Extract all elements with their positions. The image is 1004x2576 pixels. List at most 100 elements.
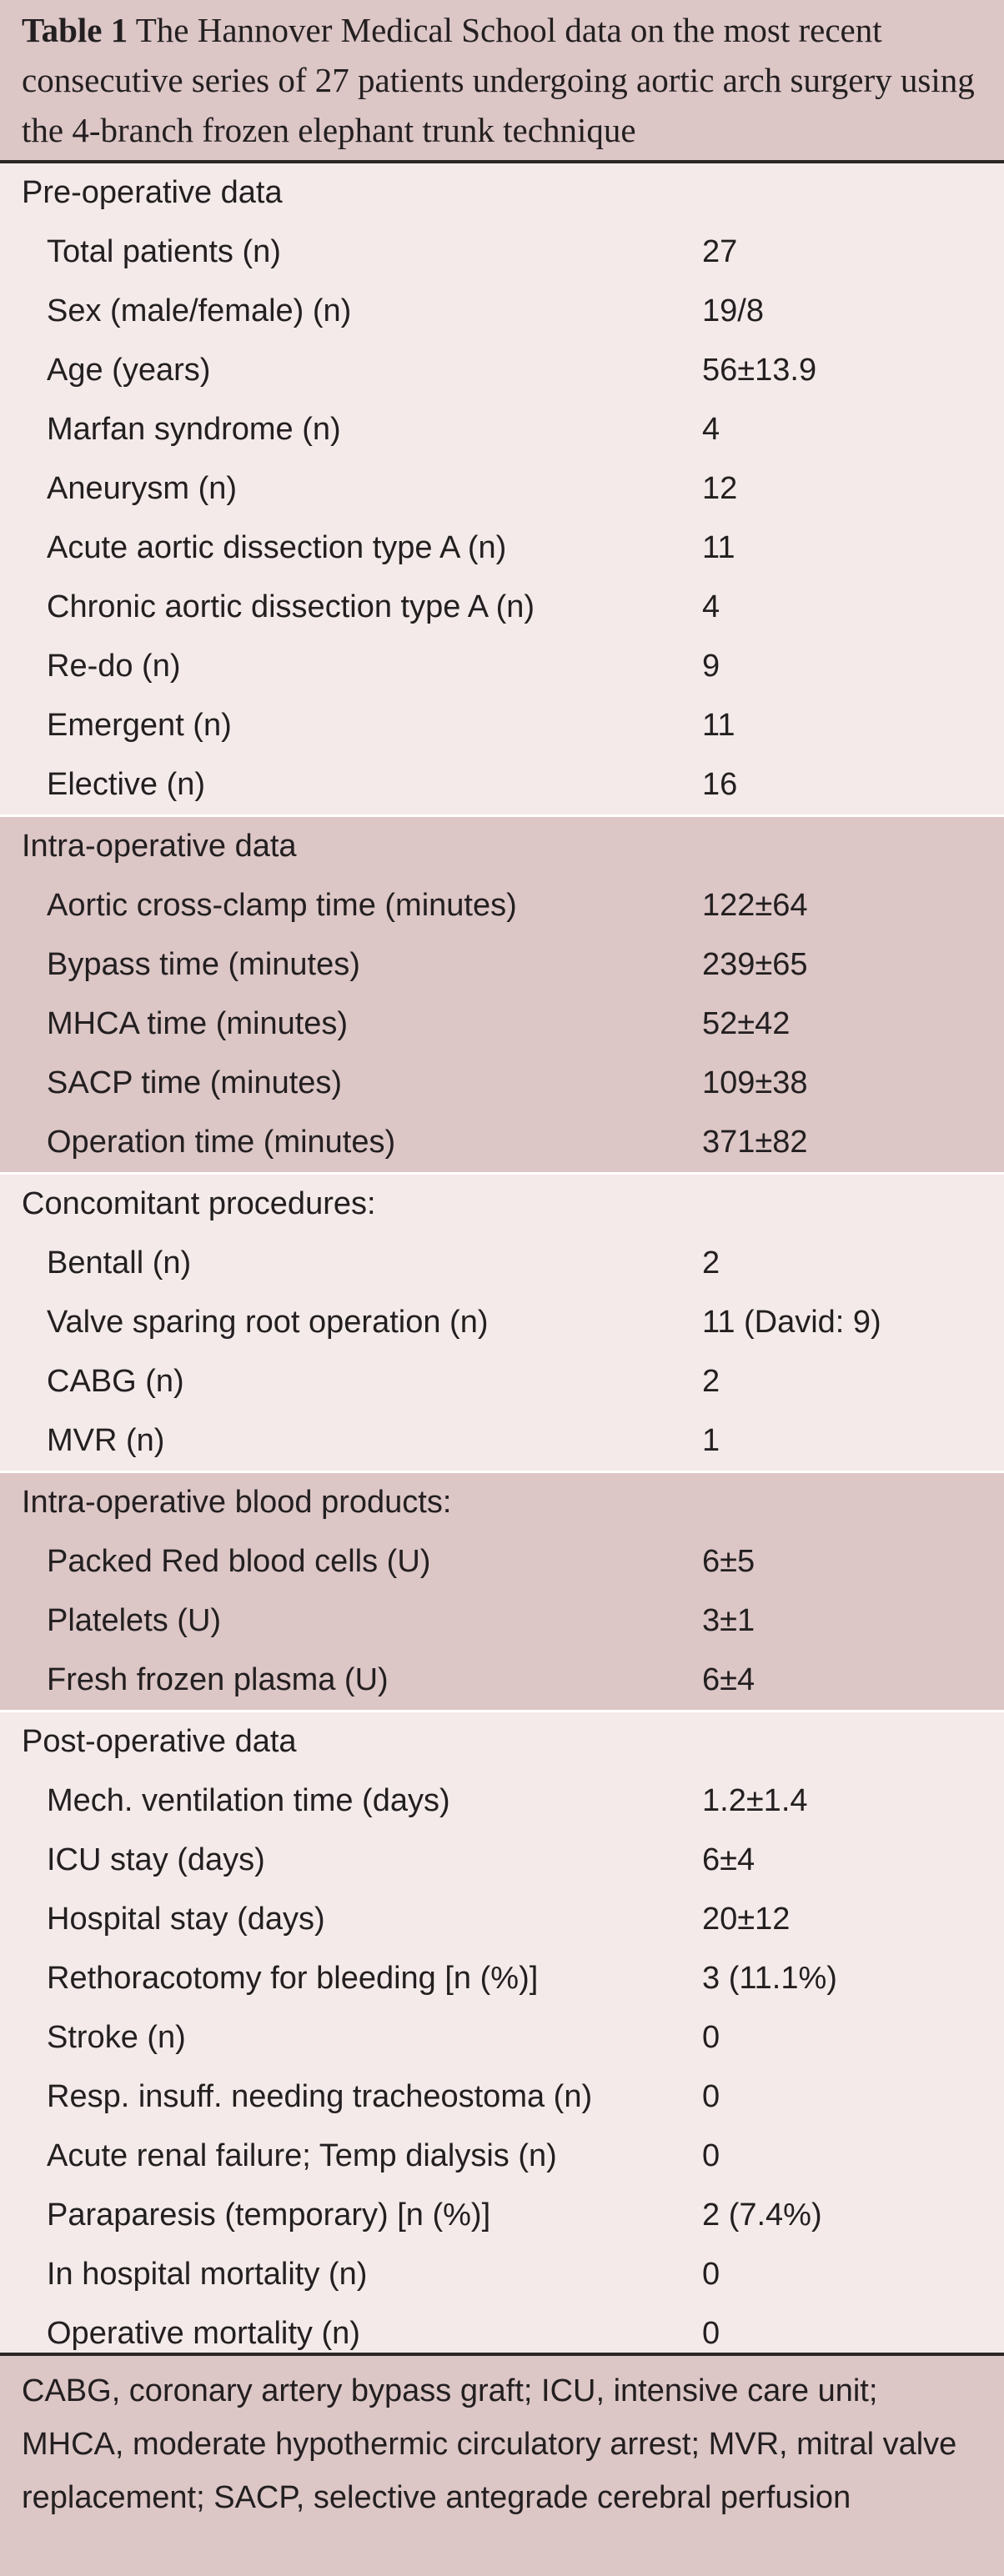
row-label: Platelets (U): [47, 1603, 222, 1638]
row-value: 4: [702, 412, 720, 447]
table-row: ICU stay (days) 6±4: [0, 1831, 1004, 1890]
section-header: Concomitant procedures:: [22, 1186, 376, 1221]
row-label: MHCA time (minutes): [47, 1006, 349, 1041]
table-row: Mech. ventilation time (days) 1.2±1.4: [0, 1772, 1004, 1831]
table-row: Operative mortality (n) 0: [0, 2304, 1004, 2363]
row-label: Paraparesis (temporary) [n (%)]: [47, 2198, 491, 2233]
row-value: 2: [702, 1245, 720, 1280]
table-section: Post-operative data Mech. ventilation tim…: [0, 1712, 1004, 2366]
row-value: 2 (7.4%): [702, 2198, 822, 2233]
row-value: 11 (David: 9): [702, 1305, 881, 1340]
row-label: Hospital stay (days): [47, 1902, 325, 1937]
row-label: MVR (n): [47, 1423, 165, 1458]
row-value: 3 (11.1%): [702, 1961, 837, 1996]
table-row: Operation time (minutes) 371±82: [0, 1113, 1004, 1172]
table-row: Marfan syndrome (n) 4: [0, 400, 1004, 459]
row-label: Total patients (n): [47, 234, 281, 269]
table-row: Hospital stay (days) 20±12: [0, 1890, 1004, 1949]
row-value: 0: [702, 2079, 720, 2114]
table-row: Valve sparing root operation (n) 11 (Davi…: [0, 1293, 1004, 1352]
row-label: Acute aortic dissection type A (n): [47, 530, 507, 565]
row-value: 11: [702, 708, 735, 743]
section-header: Post-operative data: [22, 1724, 297, 1759]
row-value: 9: [702, 649, 720, 684]
row-label: SACP time (minutes): [47, 1065, 343, 1100]
row-label: Valve sparing root operation (n): [47, 1305, 489, 1340]
row-value: 6±5: [702, 1544, 756, 1579]
row-label: Age (years): [47, 353, 211, 388]
row-value: 52±42: [702, 1006, 791, 1041]
row-value: 122±64: [702, 888, 808, 923]
table-section: Pre-operative data Total patients (n) 27 Se…: [0, 163, 1004, 817]
table-row: Re-do (n) 9: [0, 637, 1004, 696]
row-value: 0: [702, 2020, 720, 2055]
row-value: 27: [702, 234, 738, 269]
row-label: Operative mortality (n): [47, 2316, 360, 2351]
row-label: Fresh frozen plasma (U): [47, 1662, 389, 1697]
table-caption-text: The Hannover Medical School data on the …: [22, 11, 975, 149]
row-value: 1.2±1.4: [702, 1783, 808, 1818]
table-section: Intra-operative data Aortic cross-clamp t…: [0, 817, 1004, 1175]
row-label: Aneurysm (n): [47, 471, 238, 506]
row-value: 109±38: [702, 1065, 808, 1100]
table-row: Platelets (U) 3±1: [0, 1591, 1004, 1651]
row-label: Resp. insuff. needing tracheostoma (n): [47, 2079, 593, 2114]
row-value: 6±4: [702, 1842, 756, 1877]
table-row: Stroke (n) 0: [0, 2008, 1004, 2067]
table-row: Bypass time (minutes) 239±65: [0, 935, 1004, 995]
row-value: 6±4: [702, 1662, 756, 1697]
row-value: 239±65: [702, 947, 808, 982]
row-label: Operation time (minutes): [47, 1125, 396, 1160]
row-label: Elective (n): [47, 767, 206, 802]
row-label: ICU stay (days): [47, 1842, 265, 1877]
table-row: SACP time (minutes) 109±38: [0, 1054, 1004, 1113]
row-label: Chronic aortic dissection type A (n): [47, 589, 535, 624]
table-row: Elective (n) 16: [0, 755, 1004, 814]
table-section: Intra-operative blood products: Packed Re…: [0, 1473, 1004, 1712]
row-value: 3±1: [702, 1603, 756, 1638]
table-row: Chronic aortic dissection type A (n) 4: [0, 578, 1004, 637]
row-value: 0: [702, 2257, 720, 2292]
row-value: 56±13.9: [702, 353, 817, 388]
row-label: Acute renal failure; Temp dialysis (n): [47, 2138, 557, 2173]
row-label: Emergent (n): [47, 708, 232, 743]
row-value: 11: [702, 530, 735, 565]
table-row: Sex (male/female) (n) 19/8: [0, 282, 1004, 341]
table-row: Fresh frozen plasma (U) 6±4: [0, 1651, 1004, 1710]
row-label: Bypass time (minutes): [47, 947, 360, 982]
row-label: Rethoracotomy for bleeding [n (%)]: [47, 1961, 539, 1996]
section-header: Intra-operative blood products:: [22, 1485, 452, 1520]
table-section: Concomitant procedures: Bentall (n) 2 Valve…: [0, 1175, 1004, 1473]
row-label: Aortic cross-clamp time (minutes): [47, 888, 517, 923]
row-value: 19/8: [702, 293, 764, 328]
table-row: Emergent (n) 11: [0, 696, 1004, 755]
row-label: CABG (n): [47, 1364, 184, 1399]
row-value: 2: [702, 1364, 720, 1399]
table-caption: Table 1 The Hannover Medical School data…: [0, 0, 1004, 163]
row-label: Packed Red blood cells (U): [47, 1544, 431, 1579]
section-header: Intra-operative data: [22, 829, 297, 864]
row-label: Stroke (n): [47, 2020, 186, 2055]
table-row: Resp. insuff. needing tracheostoma (n) 0: [0, 2067, 1004, 2127]
row-value: 16: [702, 767, 738, 802]
row-label: Mech. ventilation time (days): [47, 1783, 450, 1818]
row-value: 0: [702, 2316, 720, 2351]
table-footnote: CABG, coronary artery bypass graft; ICU,…: [0, 2353, 1004, 2576]
row-label: In hospital mortality (n): [47, 2257, 368, 2292]
row-label: Sex (male/female) (n): [47, 293, 352, 328]
table-row: Paraparesis (temporary) [n (%)] 2 (7.4%): [0, 2186, 1004, 2245]
table-row: Acute renal failure; Temp dialysis (n) 0: [0, 2127, 1004, 2186]
table-row: Aneurysm (n) 12: [0, 459, 1004, 519]
table-caption-label: Table 1: [22, 11, 128, 49]
row-value: 371±82: [702, 1125, 808, 1160]
row-value: 12: [702, 471, 738, 506]
row-value: 20±12: [702, 1902, 791, 1937]
table-row: Total patients (n) 27: [0, 223, 1004, 282]
table-row: Aortic cross-clamp time (minutes) 122±64: [0, 876, 1004, 935]
table-body: Pre-operative data Total patients (n) 27 Se…: [0, 163, 1004, 2366]
row-label: Re-do (n): [47, 649, 181, 684]
table-row: Packed Red blood cells (U) 6±5: [0, 1532, 1004, 1591]
table-row: Acute aortic dissection type A (n) 11: [0, 519, 1004, 578]
table-row: Age (years) 56±13.9: [0, 341, 1004, 400]
